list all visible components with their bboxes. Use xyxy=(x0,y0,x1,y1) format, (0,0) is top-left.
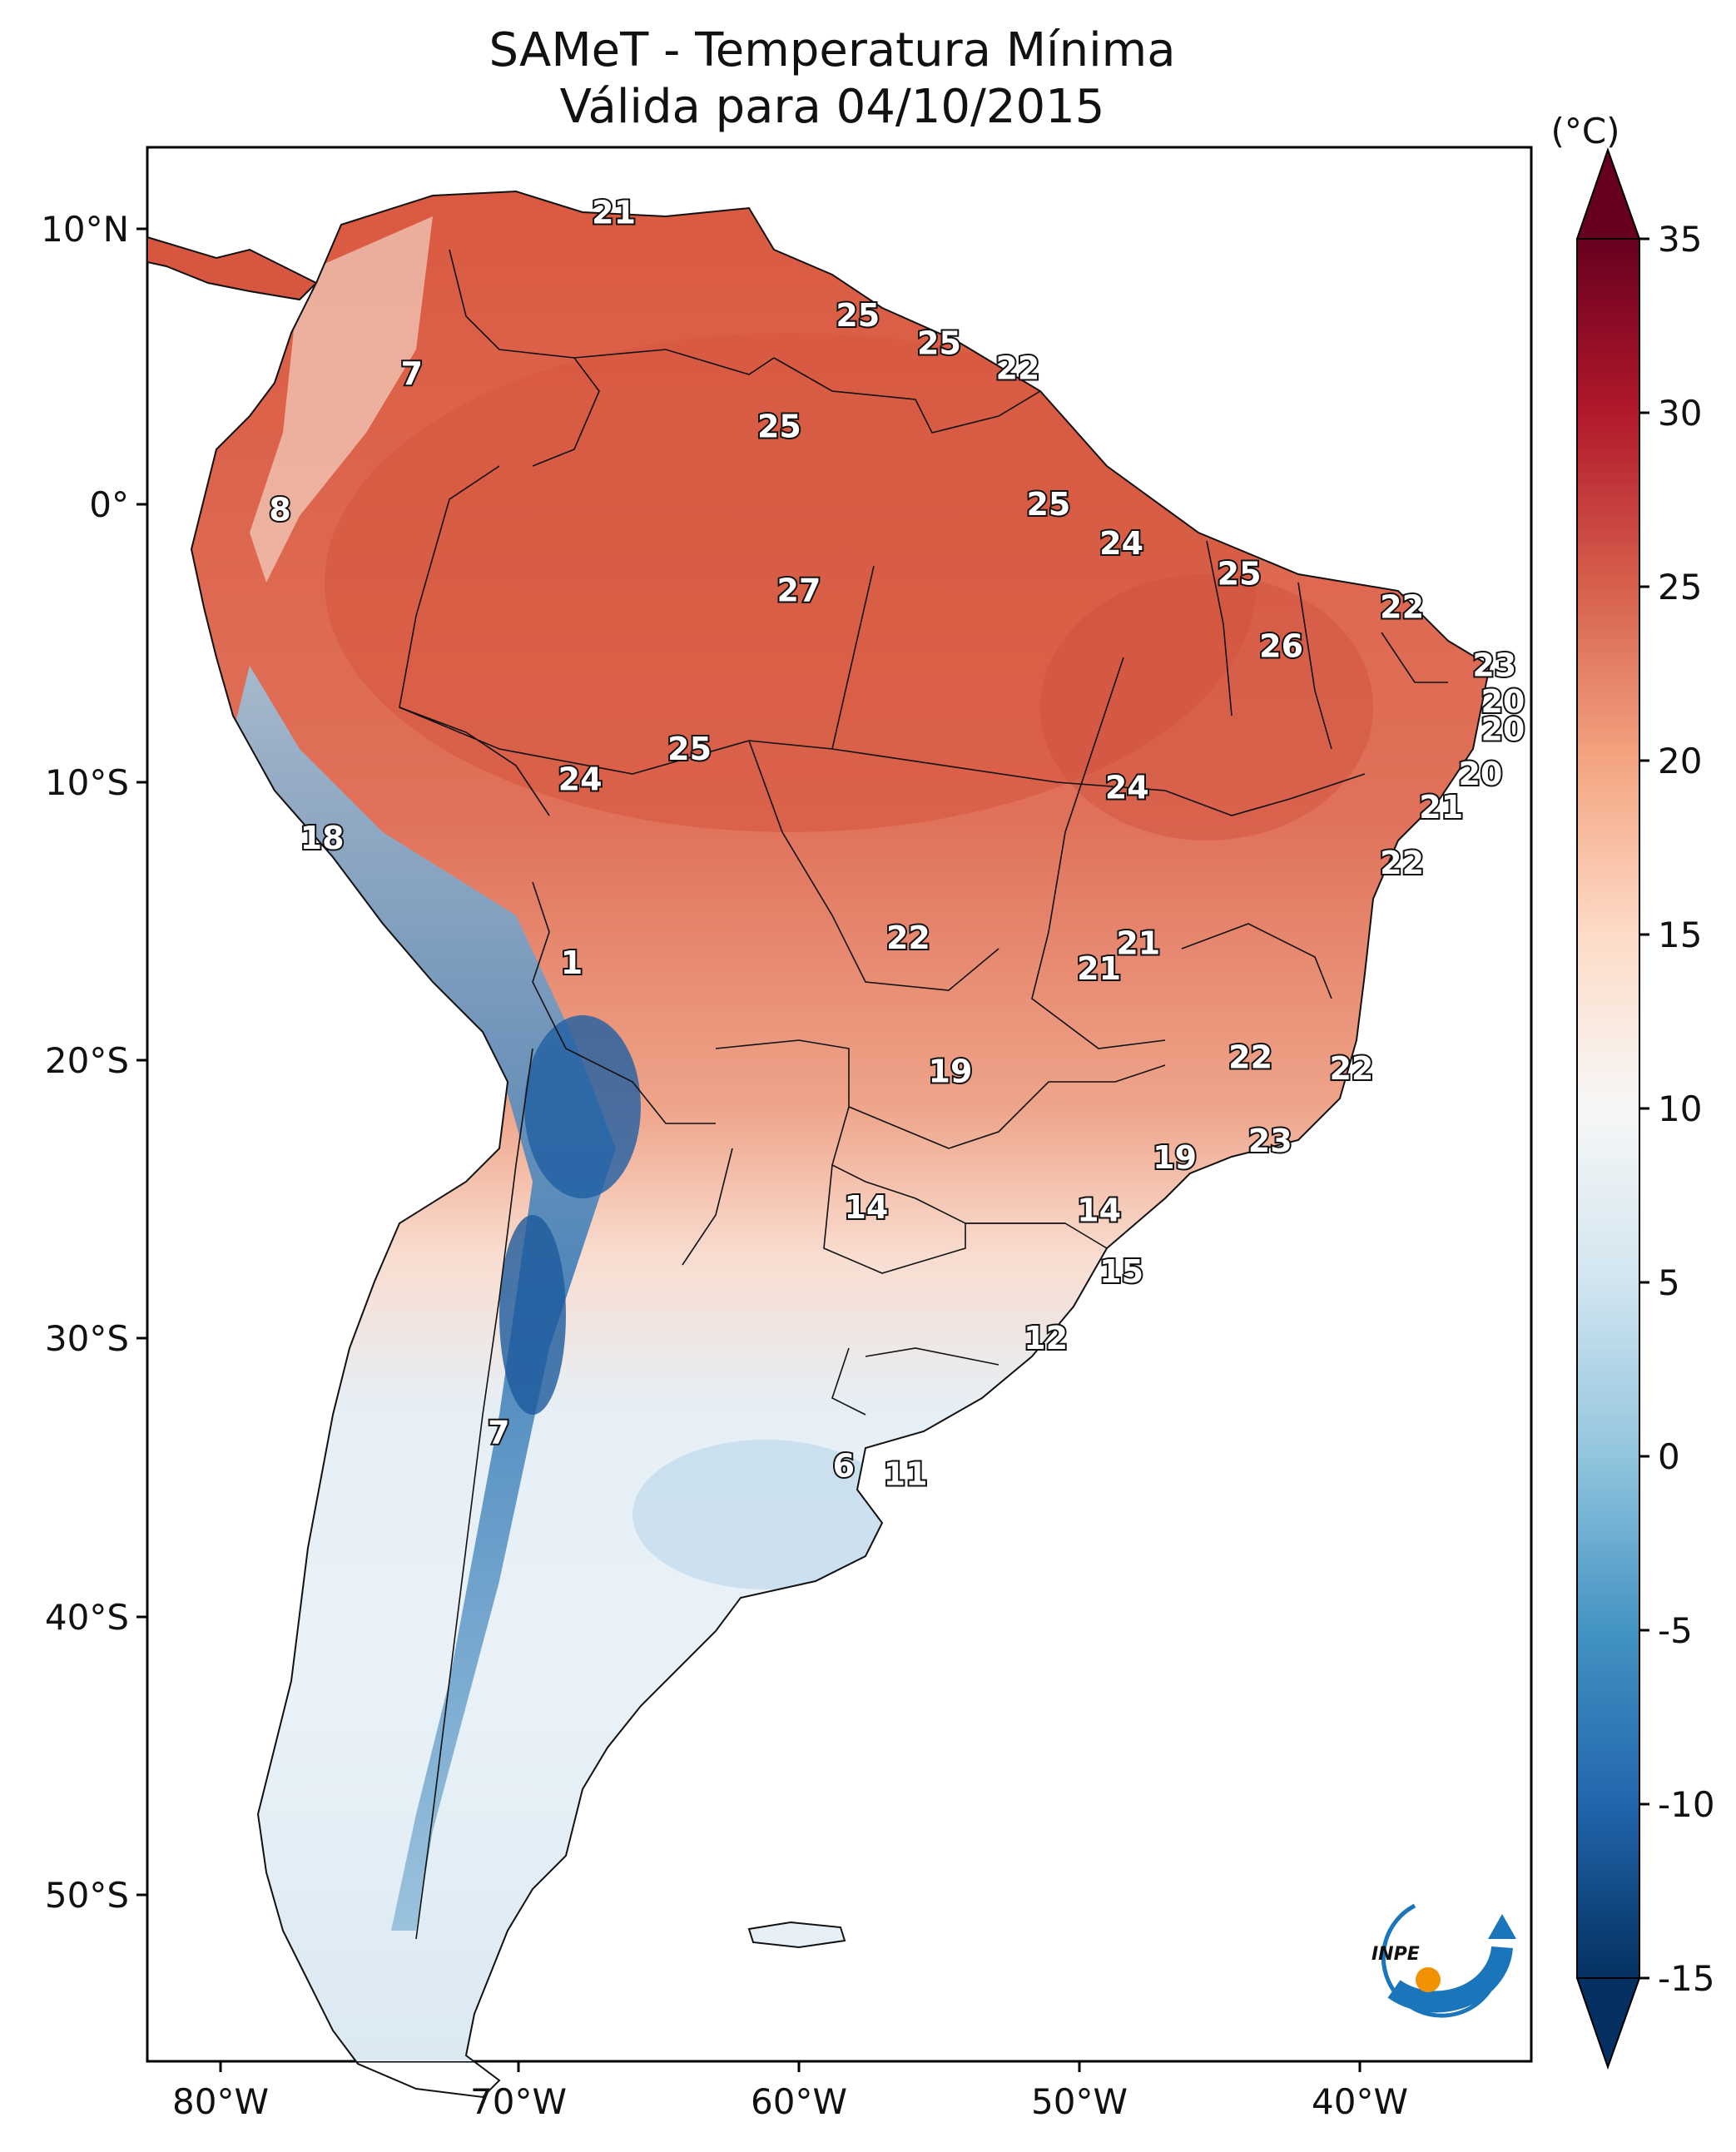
colorbar-tick-label: 0 xyxy=(1658,1436,1680,1477)
station-value-label: 20 xyxy=(1481,683,1525,720)
lat-tick-20s: 20°S xyxy=(45,1040,129,1081)
colorbar-tick-label: 30 xyxy=(1658,393,1702,434)
colorbar-tick-label: 25 xyxy=(1658,567,1702,607)
colorbar-top-arrow xyxy=(1575,146,1641,240)
station-value-label: 25 xyxy=(667,731,712,767)
colorbar-tick-label: -10 xyxy=(1658,1784,1715,1825)
station-value-label: 23 xyxy=(1248,1123,1292,1159)
colorbar-tick-label: -15 xyxy=(1658,1958,1715,1999)
lat-tick-10n: 10°N xyxy=(41,209,129,250)
station-value-label: 12 xyxy=(1024,1320,1068,1356)
station-value-label: 21 xyxy=(1116,925,1160,962)
station-value-label: 18 xyxy=(300,820,345,856)
station-value-label: 22 xyxy=(995,350,1039,386)
station-value-label: 25 xyxy=(757,409,801,445)
station-value-label: 7 xyxy=(401,355,423,392)
lat-tick-10s: 10°S xyxy=(45,762,129,803)
station-value-label: 24 xyxy=(558,761,603,798)
map-title: SAMeT - Temperatura Mínima xyxy=(489,23,1176,77)
station-value-label: 1 xyxy=(561,945,583,981)
colorbar-unit: (°C) xyxy=(1550,111,1619,151)
station-value-label: 25 xyxy=(1026,486,1070,523)
station-value-label: 26 xyxy=(1259,627,1303,664)
station-value-label: 22 xyxy=(1380,845,1424,881)
lon-tick-40w: 40°W xyxy=(1312,2081,1408,2122)
political-boundaries xyxy=(399,249,1448,1940)
colorbar-tick-label: 35 xyxy=(1658,219,1702,260)
station-value-label: 7 xyxy=(488,1415,509,1451)
lat-tick-50s: 50°S xyxy=(45,1875,129,1916)
colorbar-tick-label: 5 xyxy=(1658,1262,1680,1303)
colorbar-tick-label: -5 xyxy=(1658,1610,1693,1651)
station-value-label: 24 xyxy=(1099,525,1143,562)
lon-tick-70w: 70°W xyxy=(470,2081,567,2122)
station-value-label: 19 xyxy=(1153,1139,1197,1176)
inpe-logo: INPE xyxy=(1371,1903,1516,2018)
lat-tick-0: 0° xyxy=(89,484,129,525)
station-value-label: 15 xyxy=(1099,1253,1143,1290)
lat-tick-40s: 40°S xyxy=(45,1597,129,1638)
colorbar-bottom-arrow xyxy=(1575,1977,1641,2070)
falkland-islands xyxy=(747,1921,846,1949)
station-value-label: 23 xyxy=(1472,647,1516,684)
lon-tick-60w: 60°W xyxy=(751,2081,847,2122)
colorbar: (°C) 35 30 25 20 15 10 5 0 -5 -10 -15 xyxy=(1550,111,1715,2070)
coastline xyxy=(190,190,1491,2099)
station-value-label: 6 xyxy=(833,1448,855,1485)
colorbar-tick-label: 20 xyxy=(1658,741,1702,781)
lon-tick-80w: 80°W xyxy=(172,2081,269,2122)
station-value-label: 8 xyxy=(269,492,290,528)
colorbar-bar xyxy=(1576,238,1640,1979)
station-value-label: 11 xyxy=(884,1456,928,1493)
station-value-label: 14 xyxy=(844,1189,888,1226)
station-value-label: 21 xyxy=(1419,789,1463,826)
station-value-label: 20 xyxy=(1481,712,1525,748)
lon-tick-50w: 50°W xyxy=(1031,2081,1128,2122)
station-value-label: 22 xyxy=(886,920,930,956)
station-value-label: 25 xyxy=(917,325,961,361)
lat-tick-30s: 30°S xyxy=(45,1318,129,1359)
station-value-label: 19 xyxy=(929,1053,973,1089)
axis-ticks xyxy=(136,227,1362,2072)
station-value-label: 22 xyxy=(1380,589,1424,626)
station-value-label: 21 xyxy=(1077,950,1121,987)
station-value-label: 14 xyxy=(1077,1192,1121,1228)
colorbar-tick-label: 15 xyxy=(1658,915,1702,955)
central-america xyxy=(146,236,318,301)
colorbar-tick-label: 10 xyxy=(1658,1088,1702,1129)
map-subtitle: Válida para 04/10/2015 xyxy=(559,80,1105,134)
station-value-label: 20 xyxy=(1458,756,1502,792)
station-value-label: 24 xyxy=(1105,770,1149,806)
station-value-label: 25 xyxy=(1218,556,1262,593)
inpe-logo-text: INPE xyxy=(1371,1944,1420,1965)
station-value-label: 22 xyxy=(1228,1039,1272,1076)
station-value-label: 25 xyxy=(836,297,880,334)
station-value-label: 21 xyxy=(592,194,636,231)
station-value-label: 27 xyxy=(777,573,821,609)
station-value-label: 22 xyxy=(1329,1050,1373,1087)
